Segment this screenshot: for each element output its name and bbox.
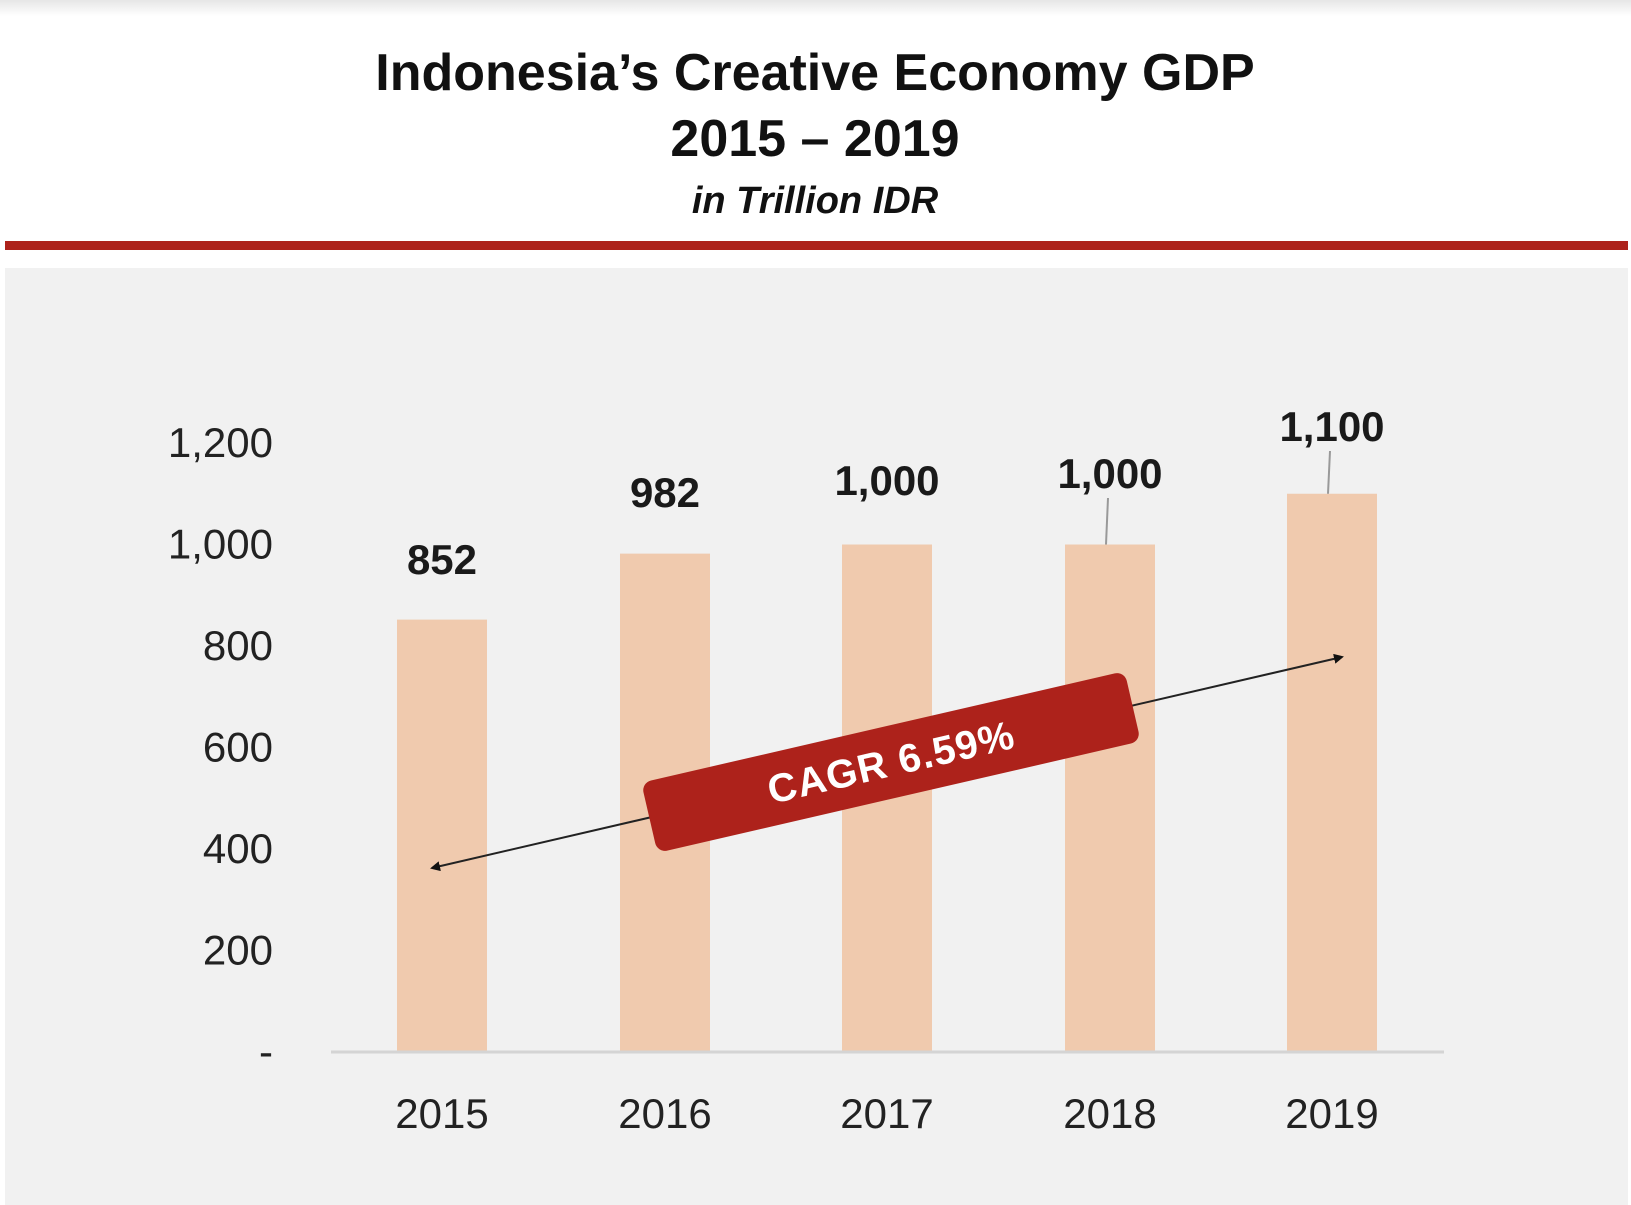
x-tick-label: 2016 bbox=[618, 1090, 711, 1137]
label-leader-line bbox=[1105, 497, 1109, 545]
y-tick-label: 1,000 bbox=[168, 521, 273, 568]
x-tick-label: 2017 bbox=[840, 1090, 933, 1137]
x-tick-label: 2018 bbox=[1063, 1090, 1156, 1137]
label-leader-line bbox=[1327, 450, 1331, 494]
data-label: 1,100 bbox=[1279, 403, 1384, 450]
data-label: 1,000 bbox=[1057, 450, 1162, 497]
chart-title: Indonesia’s Creative Economy GDP bbox=[375, 44, 1254, 102]
data-label: 982 bbox=[630, 469, 700, 516]
cagr-badge-bg bbox=[643, 673, 1139, 851]
y-tick-label: 400 bbox=[203, 825, 273, 872]
y-axis: - 200 400 600 800 1,000 1,200 bbox=[168, 419, 273, 1075]
chart-unit: in Trillion IDR bbox=[692, 180, 939, 222]
x-axis: 2015 2016 2017 2018 2019 bbox=[395, 1090, 1378, 1137]
y-tick-label: 800 bbox=[203, 622, 273, 669]
y-tick-label: 1,200 bbox=[168, 419, 273, 466]
top-shade bbox=[0, 0, 1631, 16]
data-label: 852 bbox=[407, 536, 477, 583]
x-tick-label: 2015 bbox=[395, 1090, 488, 1137]
title-rule bbox=[5, 241, 1628, 250]
y-tick-label: - bbox=[259, 1028, 273, 1075]
bar-2018 bbox=[1065, 544, 1155, 1052]
bar-2015 bbox=[397, 619, 487, 1052]
bar-2019 bbox=[1287, 493, 1377, 1052]
y-tick-label: 600 bbox=[203, 724, 273, 771]
chart-years: 2015 – 2019 bbox=[670, 110, 959, 168]
data-label: 1,000 bbox=[834, 457, 939, 504]
data-labels: 852 982 1,000 1,000 1,100 bbox=[407, 403, 1385, 583]
x-tick-label: 2019 bbox=[1285, 1090, 1378, 1137]
y-tick-label: 200 bbox=[203, 927, 273, 974]
